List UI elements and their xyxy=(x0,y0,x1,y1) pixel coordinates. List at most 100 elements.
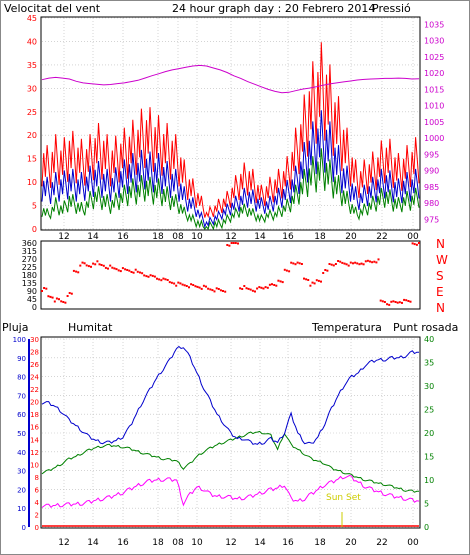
direction-point xyxy=(213,290,216,293)
direction-point xyxy=(177,281,180,284)
direction-point xyxy=(254,290,256,293)
direction-point xyxy=(104,266,107,269)
rain-tick-label: 30 xyxy=(30,336,39,344)
direction-point xyxy=(41,290,43,292)
x-tick-label: 18 xyxy=(314,538,326,548)
temperature-tick-label: 10 xyxy=(424,476,434,485)
pressure-label: Pressió xyxy=(372,2,411,15)
direction-point xyxy=(234,242,237,244)
direction-point xyxy=(281,281,284,284)
direction-point xyxy=(183,284,186,287)
direction-point xyxy=(132,271,135,274)
direction-point xyxy=(360,262,363,265)
x-tick-label: 18 xyxy=(314,232,326,242)
wind-tick-label: 45 xyxy=(27,14,37,23)
x-tick-label: 18 xyxy=(152,538,164,548)
direction-tick-label: 315 xyxy=(22,247,37,256)
direction-point xyxy=(68,292,71,294)
direction-point xyxy=(279,280,282,283)
direction-point xyxy=(134,268,137,271)
pressure-tick-label: 1010 xyxy=(424,102,444,111)
humidity-tick-label: 60 xyxy=(17,411,26,419)
direction-point xyxy=(309,284,312,287)
direction-point xyxy=(77,271,80,274)
x-tick-label: 14 xyxy=(254,232,266,242)
direction-point xyxy=(53,300,56,303)
direction-point xyxy=(411,242,414,245)
direction-point xyxy=(47,295,50,298)
direction-point xyxy=(226,244,229,246)
direction-point xyxy=(418,242,420,244)
direction-point xyxy=(162,277,165,280)
direction-point xyxy=(277,279,280,282)
direction-point xyxy=(266,286,269,289)
direction-point xyxy=(405,299,408,302)
temperature-tick-label: 5 xyxy=(424,500,429,509)
direction-point xyxy=(83,262,86,265)
direction-point xyxy=(362,263,365,266)
direction-point xyxy=(386,303,389,306)
direction-point xyxy=(217,288,220,290)
humidity-tick-label: 0 xyxy=(22,524,26,532)
direction-point xyxy=(373,260,376,263)
direction-point xyxy=(228,244,231,247)
direction-point xyxy=(202,284,205,287)
direction-point xyxy=(307,279,310,281)
direction-point xyxy=(366,259,369,262)
cardinal-w: W xyxy=(436,253,448,267)
direction-tick-label: 360 xyxy=(22,239,37,248)
direction-point xyxy=(283,268,286,271)
direction-point xyxy=(222,290,224,292)
direction-point xyxy=(121,267,124,270)
direction-point xyxy=(394,301,397,303)
climate-series xyxy=(41,345,420,527)
temperature-tick-label: 35 xyxy=(424,359,434,368)
direction-point xyxy=(100,264,103,266)
direction-point xyxy=(396,301,399,304)
direction-point xyxy=(328,263,331,265)
direction-point xyxy=(241,288,244,290)
direction-point xyxy=(147,275,150,278)
humidity-tick-label: 50 xyxy=(17,430,26,438)
direction-tick-label: 180 xyxy=(22,271,37,280)
direction-point xyxy=(383,301,386,303)
direction-point xyxy=(153,275,156,278)
pressure-line xyxy=(41,64,420,94)
pressure-tick-label: 1015 xyxy=(424,85,444,94)
direction-point xyxy=(347,264,350,267)
pressure-tick-label: 1020 xyxy=(424,69,444,78)
direction-point xyxy=(379,299,382,302)
wind-tick-label: 10 xyxy=(27,178,37,187)
direction-point xyxy=(224,290,227,293)
direction-point xyxy=(375,261,378,264)
wind-tick-label: 20 xyxy=(27,131,37,140)
x-tick-label: 14 xyxy=(87,538,99,548)
direction-tick-label: 45 xyxy=(27,295,37,304)
direction-point xyxy=(332,264,335,267)
x-tick-label: 16 xyxy=(282,538,294,548)
direction-point xyxy=(271,283,273,286)
direction-point xyxy=(294,263,297,266)
rain-tick-label: 18 xyxy=(30,411,39,419)
pressure-tick-label: 990 xyxy=(424,167,439,176)
rain-tick-label: 14 xyxy=(30,436,39,444)
x-tick-label: 16 xyxy=(282,232,294,242)
direction-point xyxy=(139,271,141,274)
x-tick-label: 16 xyxy=(117,232,129,242)
x-tick-label: 08 xyxy=(172,538,184,548)
climate-panel-frame xyxy=(40,336,421,529)
rain-tick-label: 8 xyxy=(35,474,39,482)
direction-point xyxy=(398,301,401,304)
direction-point xyxy=(160,279,163,282)
direction-point xyxy=(232,242,235,244)
direction-point xyxy=(292,262,295,265)
direction-point xyxy=(207,287,210,290)
direction-point xyxy=(115,268,118,271)
direction-point xyxy=(185,285,188,287)
pressure-tick-label: 995 xyxy=(424,150,439,159)
direction-point xyxy=(356,262,359,265)
direction-point xyxy=(275,284,278,287)
rain-tick-label: 10 xyxy=(30,461,39,469)
temperature-tick-label: 0 xyxy=(424,523,429,532)
direction-point xyxy=(209,288,212,291)
